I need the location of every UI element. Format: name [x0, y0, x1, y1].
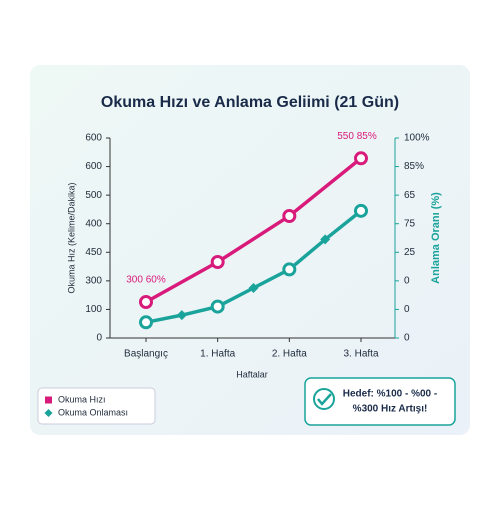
- legend-label: Okuma Onlaması: [58, 407, 128, 417]
- x-tick-label: Başlangıç: [124, 349, 168, 360]
- point: [139, 295, 153, 309]
- y-tick-label: 500: [85, 190, 102, 201]
- y2-axis-label: Anlama Oranı (%): [430, 192, 442, 284]
- callout-text: Hedef: %100 - %00 -: [343, 389, 437, 400]
- check-icon: [317, 393, 332, 406]
- annotation: 550 85%: [337, 131, 377, 142]
- point: [282, 262, 297, 277]
- y2-tick-label: 100%: [404, 133, 430, 144]
- legend: [37, 387, 156, 425]
- y-axis-label: Okuma Hız (Kelime/Dakika): [66, 182, 76, 293]
- x-tick-label: 1. Hafta: [200, 349, 235, 360]
- y-tick-label: 100: [85, 304, 102, 315]
- y-tick-label: 450: [85, 247, 102, 258]
- y-tick-label: 300: [85, 275, 102, 286]
- legend-swatch: [45, 396, 52, 404]
- x-axis-label: Haftalar: [236, 369, 268, 379]
- y-tick-label: 0: [96, 333, 102, 344]
- point: [248, 283, 259, 293]
- callout-text: %300 Hız Artışı!: [353, 404, 428, 415]
- callout-box: [304, 377, 456, 426]
- point: [139, 315, 153, 330]
- annotation: 300 60%: [126, 275, 166, 286]
- point: [210, 299, 225, 314]
- point: [282, 209, 297, 223]
- y2-tick-label: 65: [404, 190, 416, 201]
- y2-tick-label: 75: [404, 218, 416, 229]
- y2-tick-label: 0: [404, 333, 410, 344]
- x-tick-label: 3. Hafta: [343, 349, 378, 360]
- y-tick-label: 600: [85, 133, 102, 144]
- point: [320, 234, 331, 245]
- y-tick-label: 400: [85, 218, 102, 229]
- chart-title: Okuma Hızı ve Anlama Geliimi (21 Gün): [101, 94, 399, 111]
- x-tick-label: 2. Hafta: [272, 349, 307, 360]
- point: [354, 203, 368, 218]
- point: [176, 310, 187, 321]
- legend-swatch: [44, 409, 53, 417]
- point: [210, 255, 225, 269]
- check-icon: [313, 388, 335, 410]
- series-line: [145, 156, 363, 304]
- point: [354, 151, 368, 166]
- legend-label: Okuma Hızı: [58, 394, 106, 404]
- y2-tick-label: 0: [404, 275, 410, 286]
- y-tick-label: 600: [85, 161, 102, 172]
- y2-tick-label: 0: [404, 304, 410, 315]
- y2-tick-label: 25: [404, 247, 416, 258]
- y2-tick-label: 85%: [404, 161, 424, 172]
